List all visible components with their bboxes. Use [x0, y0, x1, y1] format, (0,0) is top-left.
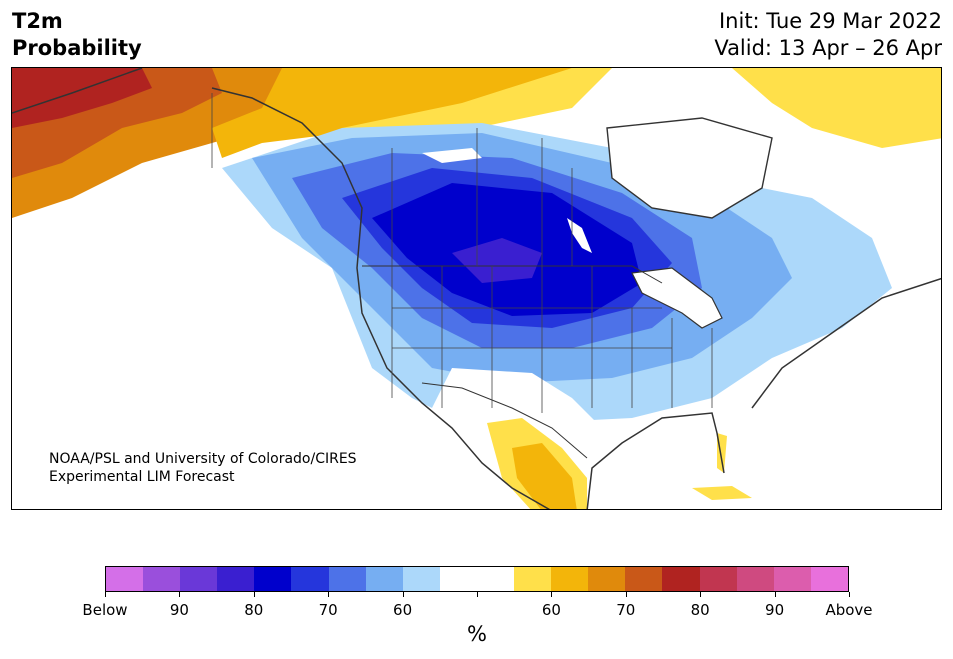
north-yellow-band	[212, 68, 572, 158]
north-lightyellow-band	[342, 68, 612, 143]
province-borders	[211, 93, 573, 266]
mexico-orange-region	[512, 443, 577, 509]
colorbar-swatch	[106, 567, 144, 591]
state-borders	[391, 266, 713, 413]
forecast-dates: Init: Tue 29 Mar 2022 Valid: 13 Apr – 26…	[714, 8, 942, 62]
colorbar-tick-label: 90	[169, 601, 189, 619]
colorbar-tick	[105, 592, 106, 597]
colorbar-swatch	[736, 567, 774, 591]
valid-date: Valid: 13 Apr – 26 Apr	[714, 36, 942, 60]
colorbar-tick-label: Above	[825, 601, 873, 619]
cuba-yellow	[692, 486, 752, 500]
colorbar-swatch	[699, 567, 737, 591]
hudson-bay	[606, 117, 773, 219]
colorbar-tick	[253, 592, 255, 597]
colorbar-swatch	[180, 567, 218, 591]
colorbar-tick	[477, 592, 478, 597]
cold-violet-core	[452, 238, 542, 283]
colorbar-tick-label: 80	[690, 601, 710, 619]
colorbar-swatch	[254, 567, 292, 591]
colorbar-swatch	[588, 567, 626, 591]
colorbar-tick	[625, 592, 627, 597]
colorbar-tick-label: 60	[393, 601, 413, 619]
colorbar-swatch	[662, 567, 700, 591]
init-date: Init: Tue 29 Mar 2022	[718, 9, 942, 33]
probability-colorbar	[105, 566, 849, 592]
colorbar-tick	[551, 592, 553, 597]
map-title: T2m Probability	[12, 8, 142, 62]
colorbar-tick	[849, 592, 850, 597]
great-lakes	[631, 267, 723, 329]
colorbar-swatch	[439, 567, 477, 591]
colorbar-swatch	[625, 567, 663, 591]
colorbar-swatch	[476, 567, 515, 591]
colorbar-swatch	[217, 567, 255, 591]
colorbar-swatch	[291, 567, 329, 591]
colorbar-tick-label: 80	[244, 601, 264, 619]
forecast-map	[11, 67, 942, 510]
lake-winnipeg	[567, 218, 592, 253]
colorbar-swatch	[143, 567, 181, 591]
colorbar-unit: %	[467, 622, 487, 646]
colorbar-tick	[179, 592, 181, 597]
title-line-1: T2m	[12, 9, 63, 33]
colorbar-tick	[700, 592, 702, 597]
colorbar-swatch	[810, 567, 848, 591]
map-canvas	[12, 68, 941, 509]
colorbar-tick-label: 60	[541, 601, 561, 619]
credit-line-1: NOAA/PSL and University of Colorado/CIRE…	[49, 451, 357, 467]
us-canada-border	[362, 265, 663, 284]
greenland-yellow	[732, 68, 941, 148]
north-america-coastline	[12, 68, 941, 509]
credit-line-2: Experimental LIM Forecast	[49, 469, 235, 485]
alaska-red-region	[12, 68, 152, 128]
colorbar-tick	[402, 592, 404, 597]
colorbar-tick-label: 90	[765, 601, 785, 619]
colorbar-swatch	[402, 567, 440, 591]
colorbar-tick-label: Below	[82, 601, 128, 619]
colorbar-swatch	[328, 567, 366, 591]
colorbar-tick	[774, 592, 776, 597]
us-mexico-border	[421, 382, 588, 459]
map-credit: NOAA/PSL and University of Colorado/CIRE…	[49, 450, 357, 486]
title-line-2: Probability	[12, 36, 142, 60]
colorbar-swatch	[773, 567, 811, 591]
colorbar-swatch	[551, 567, 589, 591]
colorbar-swatch	[514, 567, 552, 591]
colorbar-tick-label: 70	[318, 601, 338, 619]
colorbar-swatch	[365, 567, 403, 591]
colorbar-tick-label: 70	[616, 601, 636, 619]
colorbar-tick	[328, 592, 330, 597]
great-bear-lake	[422, 148, 482, 163]
